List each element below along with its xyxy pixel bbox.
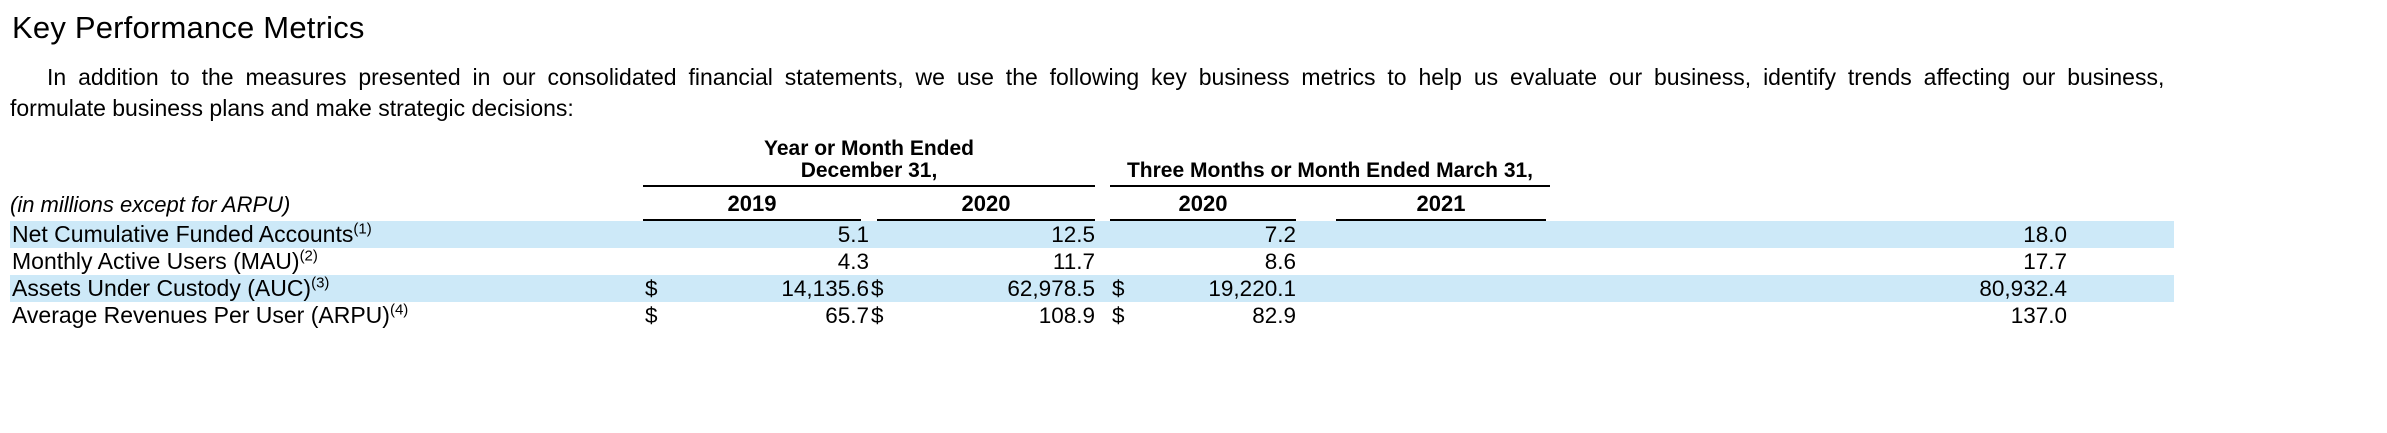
value-cell: 17.7 <box>2023 249 2067 274</box>
footnote-marker: (3) <box>311 275 330 292</box>
page-title: Key Performance Metrics <box>12 10 365 45</box>
table-row-average-revenues-per-user: Average Revenues Per User (ARPU)(4) $ 65… <box>10 302 2174 329</box>
group2-line1: Three Months or Month Ended March 31, <box>1110 160 1550 187</box>
col-group-year-ended-dec31: Year or Month Ended December 31, <box>643 138 1095 187</box>
table-header-groups: Year or Month Ended December 31, Three M… <box>10 138 2174 187</box>
row-label: Average Revenues Per User (ARPU)(4) <box>10 302 643 329</box>
value-cell: 14,135.6 <box>781 276 869 301</box>
footnote-marker: (1) <box>353 221 372 238</box>
value-cell: 137.0 <box>2010 303 2067 328</box>
year-header-2019: 2019 <box>643 187 869 221</box>
currency-symbol: $ <box>645 303 658 328</box>
currency-symbol: $ <box>871 276 884 301</box>
value-cell: 62,978.5 <box>1007 276 1095 301</box>
value-cell: 19,220.1 <box>1208 276 1296 301</box>
row-label-text: Net Cumulative Funded Accounts <box>12 221 354 247</box>
footnote-marker: (2) <box>299 248 318 265</box>
value-cell: 8.6 <box>1264 249 1296 274</box>
intro-line-1: In addition to the measures presented in… <box>47 64 2165 90</box>
group1-line1: Year or Month Ended <box>763 137 975 160</box>
value-cell: 108.9 <box>1038 303 1095 328</box>
table-row-assets-under-custody: Assets Under Custody (AUC)(3) $ 14,135.6… <box>10 275 2174 302</box>
value-cell: 82.9 <box>1252 303 1296 328</box>
row-label-text: Assets Under Custody (AUC) <box>12 275 312 301</box>
intro-line-2: formulate business plans and make strate… <box>10 95 574 121</box>
currency-symbol: $ <box>871 303 884 328</box>
currency-symbol: $ <box>1112 276 1125 301</box>
table-row-net-cumulative-funded-accounts: Net Cumulative Funded Accounts(1) 5.1 12… <box>10 221 2174 248</box>
intro-paragraph: In addition to the measures presented in… <box>10 62 2387 124</box>
row-label-text: Average Revenues Per User (ARPU) <box>12 302 390 328</box>
value-cell: 5.1 <box>837 222 869 247</box>
footnote-marker: (4) <box>389 302 409 319</box>
row-label: Net Cumulative Funded Accounts(1) <box>10 221 643 248</box>
value-cell: 11.7 <box>1052 249 1095 274</box>
currency-symbol: $ <box>1112 303 1125 328</box>
year-header-2020-mar: 2020 <box>1110 187 1296 221</box>
year-header-2020-dec: 2020 <box>869 187 1095 221</box>
value-cell: 18.0 <box>2023 222 2067 247</box>
row-label-text: Monthly Active Users (MAU) <box>12 248 300 274</box>
document-page: Key Performance Metrics In addition to t… <box>10 10 2387 329</box>
table-row-monthly-active-users: Monthly Active Users (MAU)(2) 4.3 11.7 8… <box>10 248 2174 275</box>
value-cell: 80,932.4 <box>1979 276 2067 301</box>
units-note: (in millions except for ARPU) <box>10 192 291 217</box>
value-cell: 4.3 <box>837 249 869 274</box>
kpi-table: Year or Month Ended December 31, Three M… <box>10 138 2174 329</box>
value-cell: 65.7 <box>825 303 869 328</box>
col-group-three-months-mar31: Three Months or Month Ended March 31, <box>1110 160 2067 187</box>
row-label: Assets Under Custody (AUC)(3) <box>10 275 643 302</box>
table-header-years: (in millions except for ARPU) 2019 2020 … <box>10 187 2174 221</box>
group1-line2: December 31, <box>800 159 938 182</box>
value-cell: 12.5 <box>1051 222 1095 247</box>
row-label: Monthly Active Users (MAU)(2) <box>10 248 643 275</box>
value-cell: 7.2 <box>1264 222 1296 247</box>
currency-symbol: $ <box>645 276 658 301</box>
year-header-2021: 2021 <box>1296 187 2067 221</box>
